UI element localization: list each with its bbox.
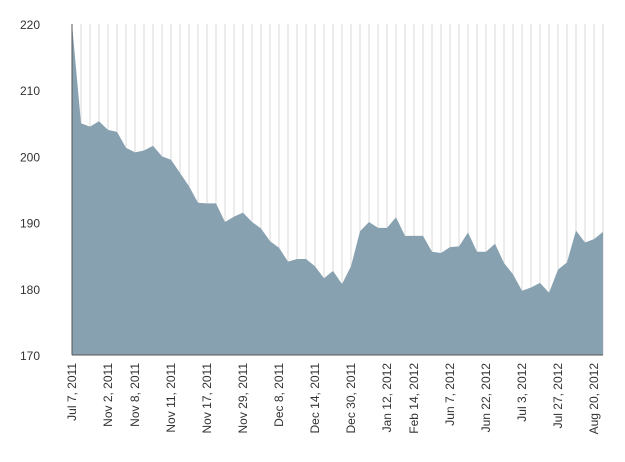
x-tick-label: Nov 29, 2011 [236,363,250,434]
y-tick-label: 220 [20,18,40,32]
x-axis-ticks: Jul 7, 2011 Nov 2, 2011 Nov 8, 2011 Nov 11,… [65,363,625,435]
x-tick-label: Nov 2, 2011 [101,363,115,427]
y-axis-ticks: 170 180 190 200 210 220 [20,18,40,363]
y-tick-label: 180 [20,283,40,297]
y-tick-label: 190 [20,217,40,231]
x-tick-label: Aug 20, 2012 [587,363,601,435]
x-tick-label: Jul 27, 2012 [551,363,565,429]
x-tick-label: Dec 8, 2011 [272,363,286,427]
x-tick-label: Jul 7, 2011 [65,363,79,421]
x-tick-label: Nov 17, 2011 [200,363,214,434]
y-tick-label: 170 [20,349,40,363]
series-area [72,24,603,355]
x-tick-label: Dec 14, 2011 [308,363,322,434]
x-tick-label: Dec 30, 2011 [344,363,358,434]
y-tick-label: 200 [20,150,40,164]
x-tick-label: Jan 12, 2012 [380,363,394,433]
x-tick-label: Nov 11, 2011 [164,363,178,433]
y-tick-label: 210 [20,84,40,98]
x-tick-label: Jun 7, 2012 [443,363,457,426]
x-tick-label: Sep 23, 2012 [623,363,625,435]
x-tick-label: Jul 3, 2012 [515,363,529,422]
x-tick-label: Jun 22, 2012 [479,363,493,433]
x-tick-label: Nov 8, 2011 [128,363,142,427]
x-tick-label: Feb 14, 2012 [407,363,421,434]
